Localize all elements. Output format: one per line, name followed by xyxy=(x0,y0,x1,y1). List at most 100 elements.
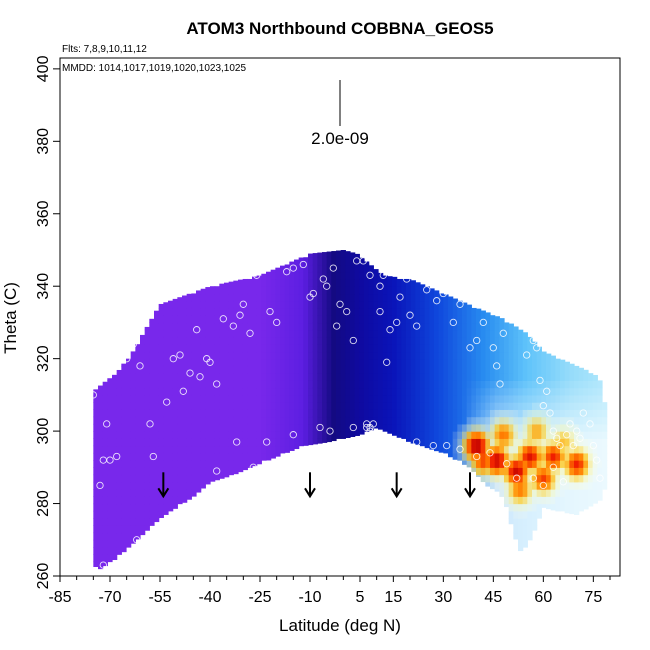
sample-point xyxy=(496,380,504,388)
curtain-cell xyxy=(228,322,234,331)
curtain-cell xyxy=(560,365,566,374)
curtain-cell xyxy=(284,336,290,345)
curtain-cell xyxy=(168,307,174,316)
curtain-cell xyxy=(270,445,276,454)
curtain-cell xyxy=(112,460,118,468)
curtain-cell xyxy=(172,416,178,425)
curtain-cell xyxy=(270,373,276,381)
curtain-cell xyxy=(298,322,304,331)
curtain-cell xyxy=(326,286,332,295)
curtain-cell xyxy=(560,489,566,497)
curtain-cell xyxy=(214,416,220,425)
curtain-cell xyxy=(182,358,188,367)
curtain-cell xyxy=(93,547,99,555)
curtain-cell xyxy=(336,300,342,309)
curtain-cell xyxy=(466,438,472,447)
curtain-cell xyxy=(182,329,188,338)
curtain-cell xyxy=(224,394,230,403)
curtain-cell xyxy=(112,547,118,555)
curtain-cell xyxy=(149,409,155,418)
curtain-cell xyxy=(368,394,374,403)
curtain-cell xyxy=(214,336,220,345)
sample-point xyxy=(379,271,387,279)
curtain-cell xyxy=(522,489,528,497)
curtain-cell xyxy=(163,402,169,410)
curtain-cell xyxy=(130,539,136,544)
curtain-cell xyxy=(518,503,524,512)
curtain-cell xyxy=(280,445,286,454)
curtain-cell xyxy=(448,365,454,374)
curtain-cell xyxy=(158,351,164,360)
curtain-cell xyxy=(364,380,370,389)
sample-point xyxy=(149,452,157,461)
curtain-cell xyxy=(583,394,589,403)
curtain-cell xyxy=(354,365,360,374)
curtain-cell xyxy=(322,380,328,389)
curtain-cell xyxy=(121,402,127,410)
curtain-cell xyxy=(317,278,323,287)
curtain-cell xyxy=(317,387,323,396)
curtain-cell xyxy=(420,423,426,432)
curtain-cell xyxy=(191,394,197,403)
curtain-cell xyxy=(228,438,234,447)
curtain-cell xyxy=(336,402,342,410)
curtain-cell xyxy=(597,416,603,425)
curtain-cell xyxy=(191,380,197,389)
curtain-cell xyxy=(182,496,188,503)
curtain-cell xyxy=(364,351,370,360)
curtain-cell xyxy=(177,438,183,447)
curtain-cell xyxy=(452,329,458,338)
curtain-cell xyxy=(238,351,244,360)
curtain-cell xyxy=(228,373,234,381)
curtain-cell xyxy=(275,431,281,439)
curtain-cell xyxy=(415,402,421,410)
curtain-cell xyxy=(443,307,449,316)
curtain-cell xyxy=(177,445,183,454)
curtain-cell xyxy=(98,525,104,534)
curtain-cell xyxy=(200,380,206,389)
sample-point xyxy=(289,431,297,439)
curtain-cell xyxy=(284,322,290,331)
sample-point xyxy=(343,307,351,316)
sample-point xyxy=(123,355,131,363)
curtain-cell xyxy=(224,452,230,461)
curtain-cell xyxy=(382,365,388,374)
curtain-cell xyxy=(364,315,370,324)
curtain-cell xyxy=(340,394,346,403)
curtain-cell xyxy=(522,365,528,374)
curtain-cell xyxy=(420,373,426,381)
sample-point xyxy=(499,329,507,337)
curtain-cell xyxy=(172,307,178,316)
curtain-cell xyxy=(168,496,174,505)
curtain-cell xyxy=(392,322,398,331)
curtain-cell xyxy=(522,445,528,454)
curtain-cell xyxy=(326,300,332,309)
curtain-cell xyxy=(135,373,141,381)
curtain-cell xyxy=(373,358,379,367)
sample-point xyxy=(443,441,451,450)
curtain-cell xyxy=(149,481,155,490)
curtain-cell xyxy=(438,307,444,316)
sample-point xyxy=(169,355,177,363)
curtain-cell xyxy=(168,344,174,353)
curtain-cell xyxy=(560,460,566,468)
curtain-cell xyxy=(233,460,239,468)
curtain-cell xyxy=(233,322,239,331)
curtain-cell xyxy=(513,409,519,418)
curtain-cell xyxy=(522,423,528,432)
curtain-cell xyxy=(126,416,132,425)
curtain-cell xyxy=(112,554,118,561)
curtain-cell xyxy=(102,518,108,526)
curtain-cell xyxy=(116,369,122,374)
curtain-cell xyxy=(466,307,472,316)
curtain-cell xyxy=(532,394,538,403)
curtain-cell xyxy=(541,380,547,389)
curtain-cell xyxy=(93,445,99,454)
curtain-cell xyxy=(252,322,258,331)
sample-point xyxy=(349,423,357,432)
curtain-cell xyxy=(224,474,230,478)
curtain-cell xyxy=(345,329,351,338)
curtain-cell xyxy=(112,452,118,461)
curtain-cell xyxy=(312,423,318,432)
curtain-cell xyxy=(350,252,356,258)
